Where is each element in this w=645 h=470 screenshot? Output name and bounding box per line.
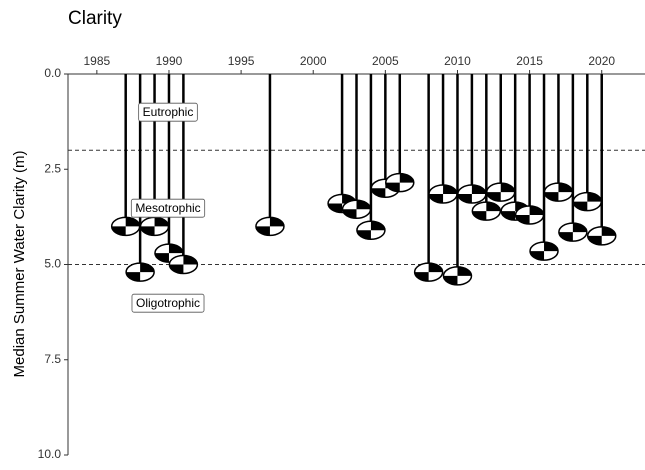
disk-quadrant <box>414 272 429 282</box>
annotation: Oligotrophic <box>136 296 200 310</box>
disk-quadrant <box>356 200 371 210</box>
disk-quadrant <box>443 185 458 195</box>
chart-title: Clarity <box>68 8 122 29</box>
secchi-disk <box>413 262 444 282</box>
secchi-disk <box>457 184 487 204</box>
disk-quadrant <box>457 266 472 276</box>
y-tick-label: 2.5 <box>44 161 61 175</box>
disk-outline <box>529 241 559 261</box>
x-tick-label: 2005 <box>372 54 399 68</box>
disk-quadrant <box>169 264 184 274</box>
secchi-disk <box>558 222 588 242</box>
disk-outline <box>413 262 444 282</box>
disk-quadrant <box>457 194 472 204</box>
secchi-disk <box>110 216 141 237</box>
x-tick-label: 1995 <box>228 54 255 68</box>
disk-quadrant <box>486 202 501 212</box>
secchi-disk <box>385 172 415 193</box>
secchi-disk <box>356 220 386 240</box>
annotation-box <box>131 293 205 313</box>
disk-quadrant <box>558 183 573 193</box>
y-tick-label: 0.0 <box>44 66 61 80</box>
disk-quadrant <box>601 226 616 236</box>
disk-quadrant <box>356 230 371 240</box>
disk-quadrant <box>399 173 414 183</box>
disk-quadrant <box>154 253 169 263</box>
disk-quadrant <box>587 235 602 245</box>
disk-quadrant <box>154 217 169 227</box>
y-tick-label: 10.0 <box>38 447 62 461</box>
disk-quadrant <box>111 226 126 236</box>
disk-quadrant <box>544 192 559 202</box>
secchi-disk <box>139 216 170 237</box>
annotation-box <box>138 102 198 122</box>
disk-outline <box>471 201 502 221</box>
x-tick-label: 2010 <box>444 54 471 68</box>
secchi-disk <box>586 226 617 246</box>
disk-outline <box>385 172 415 193</box>
secchi-disk <box>572 191 603 212</box>
disk-quadrant <box>269 217 284 227</box>
disk-quadrant <box>125 217 140 227</box>
disk-quadrant <box>572 223 587 233</box>
disk-quadrant <box>443 275 458 285</box>
y-tick-label: 7.5 <box>44 352 61 366</box>
disk-quadrant <box>255 226 270 236</box>
secchi-disk <box>168 254 199 275</box>
disk-outline <box>442 266 473 286</box>
disk-quadrant <box>371 188 386 198</box>
disk-quadrant <box>168 244 183 254</box>
secchi-disk <box>442 266 473 286</box>
disk-quadrant <box>529 205 544 215</box>
disk-quadrant <box>472 211 487 221</box>
y-axis-label: Median Summer Water Clarity (m) <box>11 151 28 378</box>
disk-quadrant <box>486 192 501 202</box>
disk-quadrant <box>530 251 545 261</box>
disk-quadrant <box>328 203 343 213</box>
x-tick-label: 2020 <box>588 54 615 68</box>
disk-outline <box>356 220 386 240</box>
disk-quadrant <box>544 242 559 252</box>
disk-quadrant <box>587 192 602 202</box>
secchi-disk <box>428 184 458 204</box>
x-tick-label: 2015 <box>516 54 543 68</box>
disk-quadrant <box>342 209 357 219</box>
disk-quadrant <box>558 232 573 242</box>
disk-quadrant <box>471 185 486 195</box>
disk-quadrant <box>140 263 155 273</box>
disk-quadrant <box>140 226 155 236</box>
annotation: Mesotrophic <box>135 201 200 215</box>
disk-quadrant <box>126 272 141 282</box>
disk-outline <box>168 254 199 275</box>
disk-quadrant <box>515 214 530 224</box>
secchi-disk <box>529 241 559 261</box>
disk-quadrant <box>370 221 385 231</box>
disk-quadrant <box>501 211 516 221</box>
annotation-box <box>130 198 206 218</box>
disk-quadrant <box>429 194 444 204</box>
secchi-disk <box>471 201 502 221</box>
x-tick-label: 2000 <box>300 54 327 68</box>
disk-outline <box>586 226 617 246</box>
secchi-disk <box>341 199 372 220</box>
secchi-disk <box>486 182 516 202</box>
disk-quadrant <box>428 263 443 273</box>
y-tick-label: 5.0 <box>44 257 61 271</box>
secchi-disk <box>543 182 574 202</box>
disk-outline <box>125 262 155 282</box>
secchi-disk <box>255 216 285 237</box>
disk-quadrant <box>385 182 400 192</box>
disk-quadrant <box>573 201 588 211</box>
disk-quadrant <box>500 183 515 193</box>
secchi-disk <box>125 262 155 282</box>
x-tick-label: 1985 <box>83 54 110 68</box>
disk-quadrant <box>183 255 198 265</box>
x-tick-label: 1990 <box>156 54 183 68</box>
secchi-disk <box>514 205 545 225</box>
disk-outline <box>558 222 588 242</box>
disk-outline <box>255 216 285 237</box>
annotation: Eutrophic <box>143 105 194 119</box>
